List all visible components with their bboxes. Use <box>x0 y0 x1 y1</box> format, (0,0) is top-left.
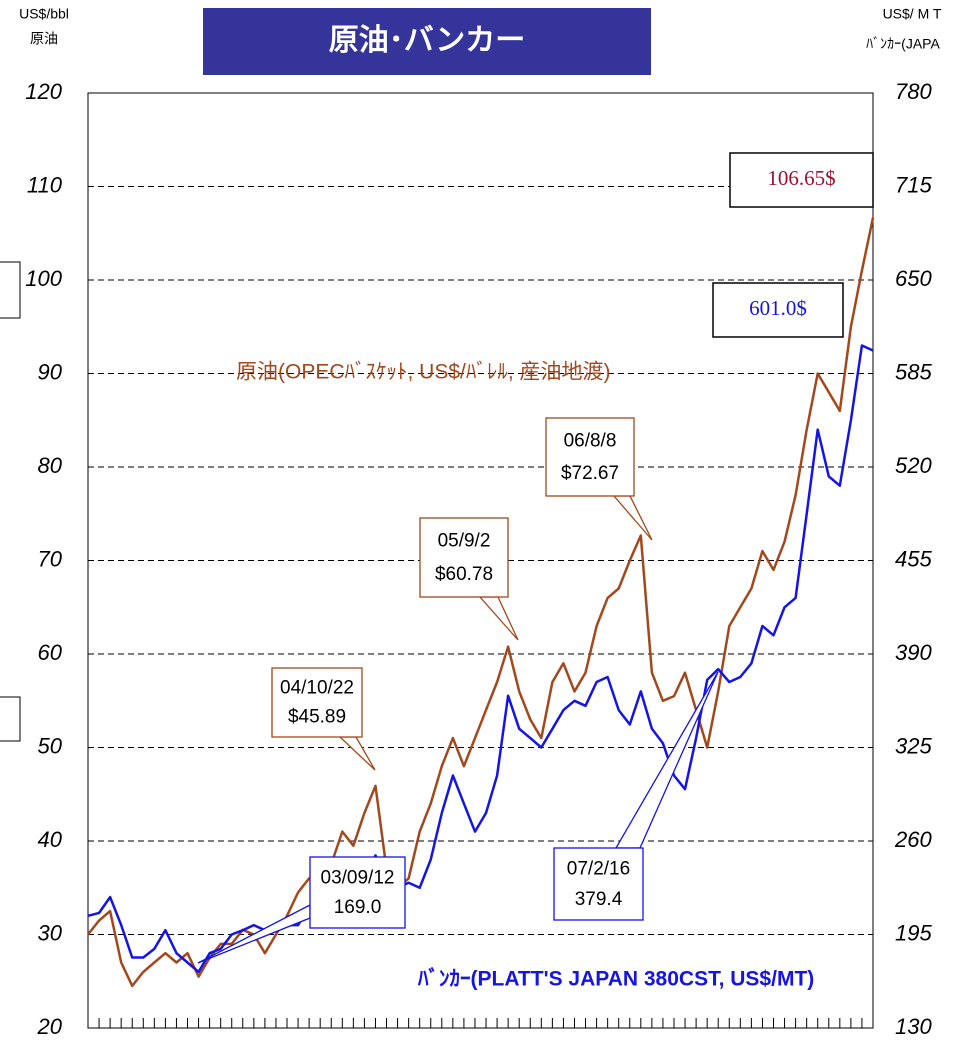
y2-tick-label: 130 <box>895 1014 932 1039</box>
callout-text: $60.78 <box>435 564 493 585</box>
partial-box <box>0 696 21 742</box>
y2-axis-title: ﾊﾞﾝｶｰ(JAPA <box>866 36 940 52</box>
y2-tick-label: 260 <box>894 827 932 852</box>
callout-box <box>271 667 363 738</box>
callout-text: 05/9/2 <box>438 531 491 552</box>
y-tick-label: 60 <box>38 640 63 665</box>
y2-tick-label: 780 <box>895 79 932 104</box>
callout-tail <box>338 736 376 771</box>
y-tick-label: 30 <box>38 920 63 945</box>
value-label-box <box>712 282 844 338</box>
series-line <box>87 217 875 988</box>
y2-tick-label: 195 <box>895 920 932 945</box>
y-tick-label: 20 <box>37 1014 63 1039</box>
value-label-box <box>729 152 874 208</box>
y-tick-label: 40 <box>38 827 63 852</box>
y-tick-label: 50 <box>38 733 63 758</box>
callout-text: $45.89 <box>288 707 346 728</box>
callout-text: 07/2/16 <box>567 859 630 880</box>
chart-title: 原油･バンカー <box>329 24 526 57</box>
y-tick-label: 120 <box>25 79 62 104</box>
y2-tick-label: 585 <box>895 359 932 384</box>
callout-text: 06/8/8 <box>564 430 617 451</box>
y-tick-label: 90 <box>38 359 63 384</box>
legend-label: 原油(OPECﾊﾞｽｹｯﾄ, US$/ﾊﾞﾚﾙ, 産油地渡) <box>236 361 611 384</box>
callout-box <box>545 417 635 497</box>
y-axis-title: 原油 <box>30 31 58 47</box>
callout-box <box>553 847 644 921</box>
callout-tail <box>612 495 653 541</box>
value-label: 601.0$ <box>749 296 807 320</box>
y2-tick-label: 650 <box>895 266 932 291</box>
callout-text: $72.67 <box>561 463 619 484</box>
y2-tick-label: 455 <box>895 546 932 571</box>
y2-tick-label: 390 <box>895 640 932 665</box>
value-label: 106.65$ <box>767 166 835 190</box>
callout-text: 03/09/12 <box>321 867 395 888</box>
series-line <box>87 344 874 974</box>
y-axis-title: US$/bbl <box>19 6 69 22</box>
callout-text: 379.4 <box>575 889 623 910</box>
y-tick-label: 70 <box>38 546 63 571</box>
callout-text: 169.0 <box>334 897 382 918</box>
y2-tick-label: 520 <box>895 453 932 478</box>
legend-label: ﾊﾞﾝｶｰ(PLATT'S JAPAN 380CST, US$/MT) <box>417 967 814 991</box>
callout-box <box>309 856 406 929</box>
plot-frame <box>87 92 874 1029</box>
y-tick-label: 80 <box>38 453 63 478</box>
y-tick-label: 100 <box>25 266 62 291</box>
title-box <box>203 8 651 75</box>
y2-axis-title: US$/ M T <box>883 6 942 22</box>
callout-tail <box>478 596 519 641</box>
y2-tick-label: 325 <box>895 733 932 758</box>
partial-box <box>0 261 21 319</box>
callout-box <box>419 517 509 598</box>
y2-tick-label: 715 <box>895 172 932 197</box>
y-tick-label: 110 <box>27 172 63 197</box>
callout-text: 04/10/22 <box>280 678 354 699</box>
